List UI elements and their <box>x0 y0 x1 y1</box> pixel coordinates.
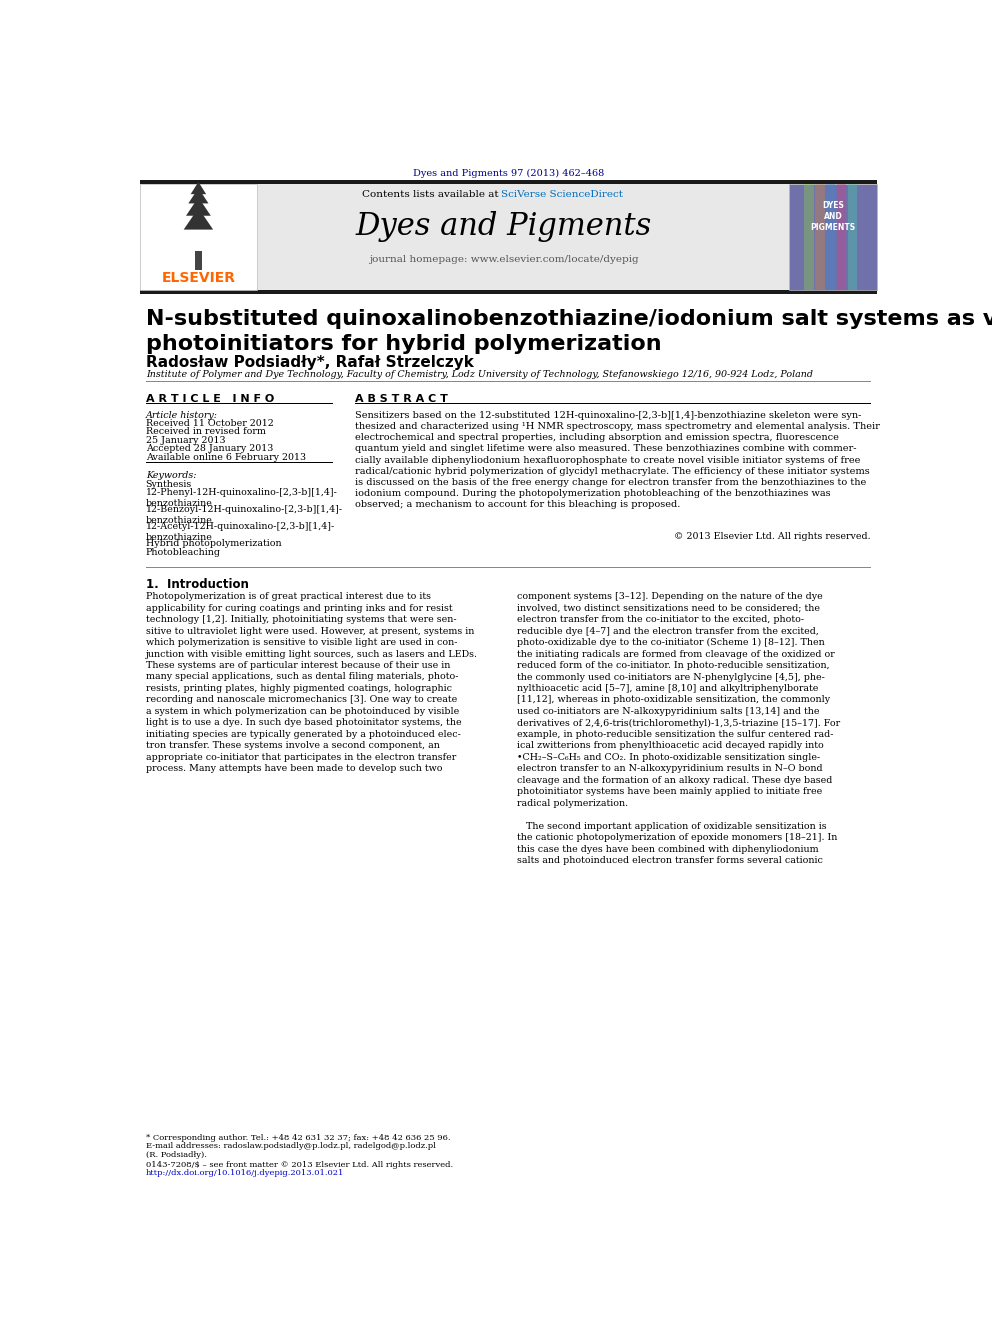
Text: Dyes and Pigments: Dyes and Pigments <box>355 212 652 242</box>
Bar <box>195 251 201 270</box>
Text: Synthesis: Synthesis <box>146 480 191 490</box>
Text: © 2013 Elsevier Ltd. All rights reserved.: © 2013 Elsevier Ltd. All rights reserved… <box>675 532 871 541</box>
Text: Photopolymerization is of great practical interest due to its
applicability for : Photopolymerization is of great practica… <box>146 593 478 773</box>
Polygon shape <box>188 188 208 204</box>
FancyBboxPatch shape <box>140 184 257 290</box>
FancyBboxPatch shape <box>140 180 877 294</box>
Text: N-substituted quinoxalinobenzothiazine/iodonium salt systems as visible
photoini: N-substituted quinoxalinobenzothiazine/i… <box>146 308 992 353</box>
Text: ELSEVIER: ELSEVIER <box>162 271 235 286</box>
Bar <box>848 184 857 290</box>
Text: journal homepage: www.elsevier.com/locate/dyepig: journal homepage: www.elsevier.com/locat… <box>369 255 639 265</box>
Text: * Corresponding author. Tel.: +48 42 631 32 37; fax: +48 42 636 25 96.: * Corresponding author. Tel.: +48 42 631… <box>146 1134 450 1142</box>
Text: component systems [3–12]. Depending on the nature of the dye
involved, two disti: component systems [3–12]. Depending on t… <box>517 593 840 865</box>
Text: 25 January 2013: 25 January 2013 <box>146 437 225 445</box>
Text: Available online 6 February 2013: Available online 6 February 2013 <box>146 452 306 462</box>
Text: Received in revised form: Received in revised form <box>146 427 266 437</box>
Text: Radosław Podsiadły*, Rafał Strzelczyk: Radosław Podsiadły*, Rafał Strzelczyk <box>146 355 473 370</box>
Text: 12-Benzoyl-12H-quinoxalino-[2,3-b][1,4]-
benzothiazine: 12-Benzoyl-12H-quinoxalino-[2,3-b][1,4]-… <box>146 505 343 525</box>
Bar <box>837 184 846 290</box>
Text: E-mail addresses: radoslaw.podsiadly@p.lodz.pl, radelgod@p.lodz.pl: E-mail addresses: radoslaw.podsiadly@p.l… <box>146 1142 435 1150</box>
Text: Photobleaching: Photobleaching <box>146 548 220 557</box>
Text: Hybrid photopolymerization: Hybrid photopolymerization <box>146 540 282 548</box>
Text: Received 11 October 2012: Received 11 October 2012 <box>146 419 274 429</box>
Bar <box>826 184 835 290</box>
Text: (R. Podsiadły).: (R. Podsiadły). <box>146 1151 206 1159</box>
Text: Institute of Polymer and Dye Technology, Faculty of Chemistry, Lodz University o: Institute of Polymer and Dye Technology,… <box>146 369 812 378</box>
Bar <box>140 180 877 184</box>
Polygon shape <box>190 181 206 194</box>
Text: SciVerse ScienceDirect: SciVerse ScienceDirect <box>501 189 623 198</box>
Text: Sensitizers based on the 12-substituted 12H-quinoxalino-[2,3-b][1,4]-benzothiazi: Sensitizers based on the 12-substituted … <box>355 410 880 509</box>
Text: DYES
AND
PIGMENTS: DYES AND PIGMENTS <box>810 201 856 232</box>
Text: Article history:: Article history: <box>146 410 217 419</box>
Bar <box>815 184 824 290</box>
Text: A B S T R A C T: A B S T R A C T <box>355 394 447 404</box>
Text: Dyes and Pigments 97 (2013) 462–468: Dyes and Pigments 97 (2013) 462–468 <box>413 169 604 177</box>
Text: Accepted 28 January 2013: Accepted 28 January 2013 <box>146 445 273 454</box>
Text: Contents lists available at: Contents lists available at <box>361 189 501 198</box>
Text: 1.  Introduction: 1. Introduction <box>146 578 249 591</box>
Bar <box>805 184 813 290</box>
Text: 0143-7208/$ – see front matter © 2013 Elsevier Ltd. All rights reserved.: 0143-7208/$ – see front matter © 2013 El… <box>146 1160 452 1168</box>
Text: 12-Acetyl-12H-quinoxalino-[2,3-b][1,4]-
benzothiazine: 12-Acetyl-12H-quinoxalino-[2,3-b][1,4]- … <box>146 523 335 542</box>
Polygon shape <box>184 208 213 230</box>
Text: http://dx.doi.org/10.1016/j.dyepig.2013.01.021: http://dx.doi.org/10.1016/j.dyepig.2013.… <box>146 1170 344 1177</box>
Text: Keywords:: Keywords: <box>146 471 196 480</box>
Bar <box>140 290 877 294</box>
Text: 12-Phenyl-12H-quinoxalino-[2,3-b][1,4]-
benzothiazine: 12-Phenyl-12H-quinoxalino-[2,3-b][1,4]- … <box>146 488 337 508</box>
FancyBboxPatch shape <box>789 184 877 290</box>
Text: A R T I C L E   I N F O: A R T I C L E I N F O <box>146 394 274 404</box>
Polygon shape <box>186 197 210 216</box>
